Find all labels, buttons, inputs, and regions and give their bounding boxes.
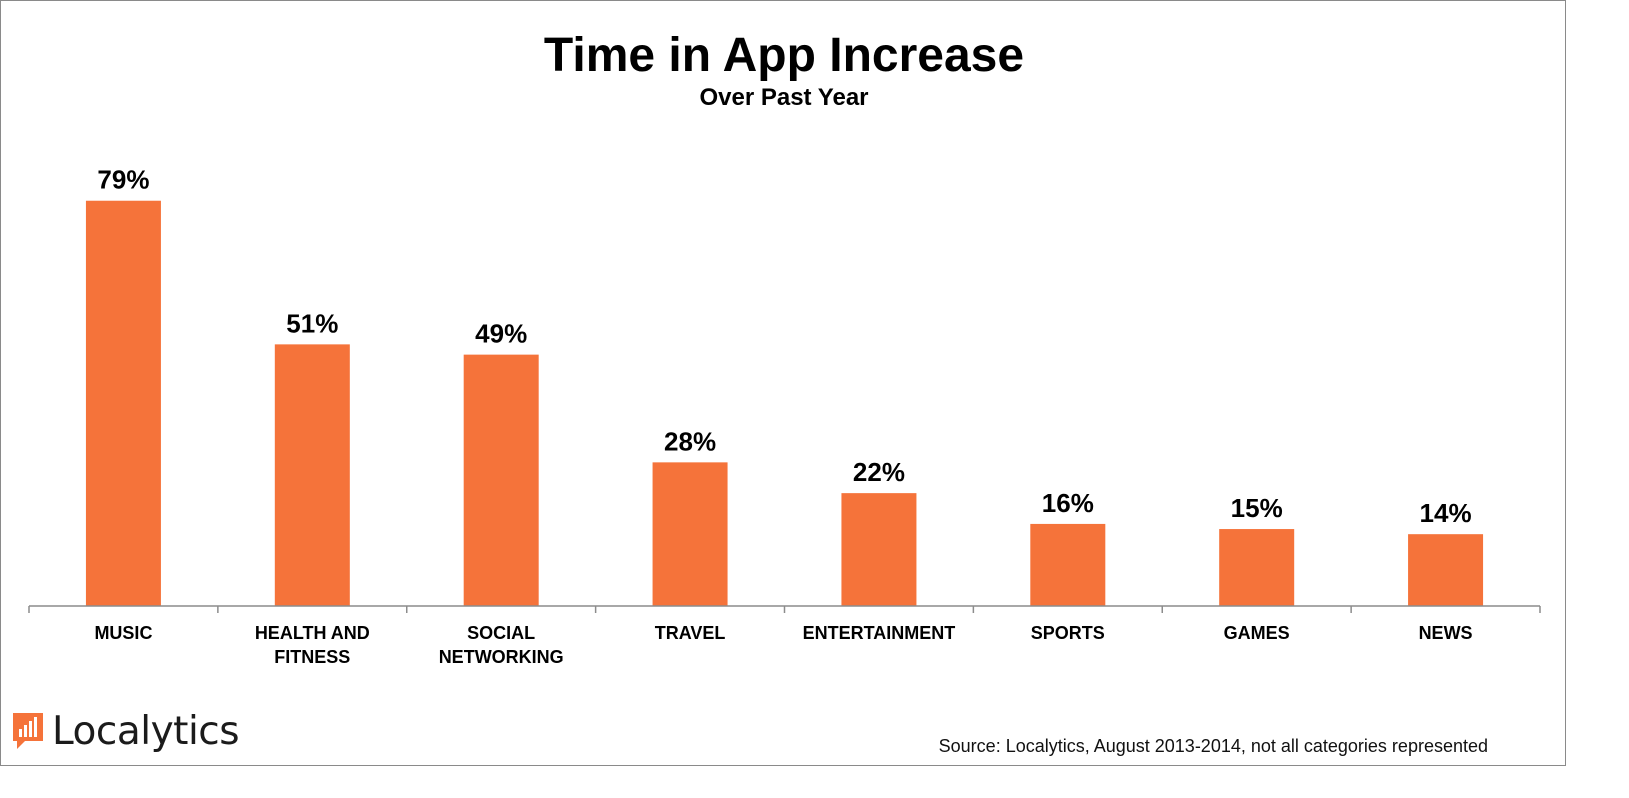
chart-title: Time in App Increase — [544, 29, 1024, 82]
data-label-4: 22% — [853, 457, 905, 487]
data-label-7: 14% — [1420, 498, 1472, 528]
bar-7 — [1408, 534, 1484, 606]
category-label-1-line-0: HEALTH AND — [255, 623, 370, 643]
category-label-1-line-1: FITNESS — [274, 647, 350, 667]
logo-wordmark: Localytics — [52, 708, 240, 754]
x-axis — [28, 605, 1541, 613]
chart-frame: Time in App Increase Over Past Year 79% 5… — [0, 0, 1566, 766]
category-label-3: TRAVEL — [655, 623, 726, 643]
data-labels-group: 79% 51% 49% 28% 22% 16% 15% 14% — [97, 165, 1471, 528]
category-labels-group: MUSIC HEALTH AND FITNESS SOCIAL NETWORKING TR… — [94, 623, 1472, 667]
data-label-2: 49% — [475, 319, 527, 349]
category-label-7: NEWS — [1419, 623, 1473, 643]
bar-6 — [1219, 529, 1295, 606]
bar-5 — [1030, 523, 1106, 606]
data-label-3: 28% — [664, 426, 716, 456]
category-label-5: SPORTS — [1031, 623, 1105, 643]
bar-0 — [85, 200, 161, 607]
data-label-1: 51% — [286, 308, 338, 338]
bar-2 — [463, 354, 539, 606]
bar-1 — [274, 344, 350, 606]
bars-group — [85, 200, 1484, 607]
data-label-6: 15% — [1231, 493, 1283, 523]
data-label-0: 79% — [97, 165, 149, 195]
chart-subtitle: Over Past Year — [699, 84, 868, 111]
category-label-4: ENTERTAINMENT — [803, 623, 956, 643]
bar-chart: Time in App Increase Over Past Year 79% 5… — [28, 29, 1541, 667]
category-label-2-line-1: NETWORKING — [439, 647, 564, 667]
category-label-0: MUSIC — [94, 623, 152, 643]
data-label-5: 16% — [1042, 488, 1094, 518]
bar-3 — [652, 462, 728, 606]
localytics-logo: Localytics — [11, 708, 240, 754]
category-label-2-line-0: SOCIAL — [467, 623, 535, 643]
source-note: Source: Localytics, August 2013-2014, no… — [938, 736, 1488, 756]
category-label-6: GAMES — [1224, 623, 1290, 643]
logo-icon — [13, 713, 43, 749]
bar-4 — [841, 493, 917, 606]
